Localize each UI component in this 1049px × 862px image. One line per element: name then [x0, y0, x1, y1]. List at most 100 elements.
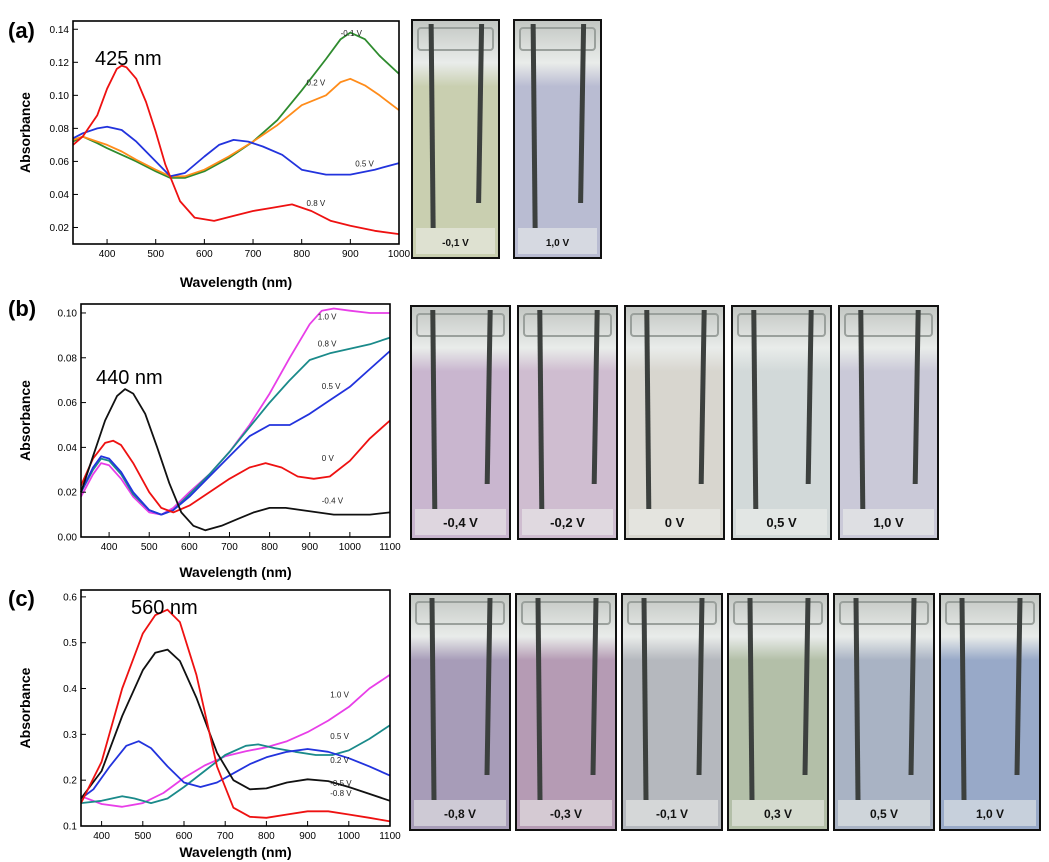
series-line [80, 740, 391, 800]
electrode [484, 309, 493, 485]
cuvette-photo: -0,1 V [411, 19, 500, 259]
x-tick-label: 600 [196, 249, 213, 260]
series-label: -0.8 V [330, 789, 352, 798]
electrode [1014, 597, 1023, 776]
spectra-charts: (a) -0.1 V 0.2 V 0.5 V 0.8 V 400 500 600 700 800 9… [8, 18, 411, 860]
electrode [476, 23, 485, 204]
electrode [484, 597, 493, 776]
y-tick-label: 0.4 [63, 684, 77, 695]
cuvette-voltage-label: -0,4 V [443, 515, 478, 530]
cuvette-photo: -0,4 V [410, 305, 511, 540]
x-tick-label: 800 [261, 542, 278, 553]
electrode [802, 597, 811, 776]
cuvette-liquid [411, 306, 510, 539]
series-label: 0 V [322, 454, 335, 463]
x-axis-title: Wavelength (nm) [180, 274, 292, 290]
cuvette-voltage-label: 1,0 V [873, 515, 904, 530]
electrode [698, 309, 707, 485]
cuvette-bottom [626, 800, 718, 826]
y-tick-label: 0.1 [63, 822, 77, 833]
electrode [805, 309, 814, 485]
panel-label: (b) [8, 296, 36, 321]
photo-frame [939, 593, 1041, 831]
y-tick-label: 0.08 [50, 124, 70, 135]
plot-frame [80, 589, 391, 827]
photo-frame [515, 593, 617, 831]
cuvette-liquid [940, 594, 1040, 830]
cuvette-rim [521, 601, 611, 625]
cuvette-bottom [843, 509, 934, 535]
cuvette-liquid [516, 594, 616, 830]
y-tick-label: 0.5 [63, 638, 77, 649]
electrode [530, 23, 538, 229]
cuvette-voltage-label: 1,0 V [546, 238, 570, 249]
panel-label: (c) [8, 586, 35, 611]
electrode [641, 597, 649, 801]
y-tick-label: 0.3 [63, 730, 77, 741]
series-line [80, 674, 391, 808]
cuvette-liquid [514, 20, 601, 258]
y-tick-label: 0.04 [50, 190, 70, 201]
cuvette-bottom [522, 509, 613, 535]
cuvette-bottom [520, 800, 612, 826]
x-tick-label: 700 [217, 831, 234, 842]
cuvette-rim [415, 601, 505, 625]
x-tick-label: 900 [342, 249, 359, 260]
cuvette-liquid [839, 306, 938, 539]
chart-panel: (a) -0.1 V 0.2 V 0.5 V 0.8 V 400 500 600 700 800 9… [8, 18, 411, 290]
electrode [578, 23, 587, 204]
electrode [537, 309, 545, 510]
photo-frame [624, 305, 725, 540]
y-tick-label: 0.08 [58, 353, 78, 364]
electrode [959, 597, 967, 801]
series-label: 0.8 V [307, 199, 326, 208]
cuvette-photo: -0,3 V [515, 593, 617, 831]
series-label: 0.5 V [322, 382, 341, 391]
series-label: 0.2 V [307, 78, 326, 87]
electrode [590, 597, 599, 776]
cuvette-voltage-label: -0,8 V [444, 807, 476, 821]
cuvette-photo: -0,2 V [517, 305, 618, 540]
y-axis-title: Absorbance [17, 667, 33, 748]
cuvette-bottom [736, 509, 827, 535]
cuvette-bottom [732, 800, 824, 826]
electrode [428, 23, 436, 229]
chart-panel: (b) 1.0 V 0.8 V 0.5 V 0 V -0.4 V 400 500 600 700 8… [8, 296, 401, 580]
x-tick-label: 900 [299, 831, 316, 842]
electrode [591, 309, 600, 485]
y-tick-label: 0.12 [50, 58, 70, 69]
series-line [80, 350, 391, 516]
cuvette-liquid [625, 306, 724, 539]
electrode [853, 597, 861, 801]
series-line [80, 648, 391, 802]
x-tick-label: 700 [245, 249, 262, 260]
cuvette-rim [417, 27, 494, 51]
cuvette-liquid [518, 306, 617, 539]
x-tick-label: 800 [258, 831, 275, 842]
electrode [908, 597, 917, 776]
series-line [80, 419, 391, 514]
y-tick-label: 0.02 [58, 488, 78, 499]
x-tick-label: 500 [134, 831, 151, 842]
photo-frame [410, 305, 511, 540]
y-tick-label: 0.04 [58, 443, 78, 454]
cuvette-photo: 0,5 V [731, 305, 832, 540]
y-tick-label: 0.14 [50, 25, 70, 36]
photo-frame [513, 19, 602, 259]
y-axis-title: Absorbance [17, 92, 33, 173]
cuvette-voltage-label: -0,3 V [550, 807, 582, 821]
cuvette-photo: 1,0 V [513, 19, 602, 259]
electrode [858, 309, 866, 510]
y-tick-label: 0.06 [50, 157, 70, 168]
series-label: 0.5 V [330, 732, 349, 741]
series-label: -0.1 V [341, 29, 363, 38]
y-axis-title: Absorbance [17, 380, 33, 461]
photo-frame [731, 305, 832, 540]
cuvette-voltage-label: -0,1 V [442, 238, 469, 249]
cuvette-bottom [416, 228, 495, 254]
x-axis-title: Wavelength (nm) [179, 564, 291, 580]
series-label: -0.4 V [322, 496, 344, 505]
x-tick-label: 700 [221, 542, 238, 553]
cuvette-rim [945, 601, 1035, 625]
peak-annotation: 440 nm [96, 367, 163, 389]
